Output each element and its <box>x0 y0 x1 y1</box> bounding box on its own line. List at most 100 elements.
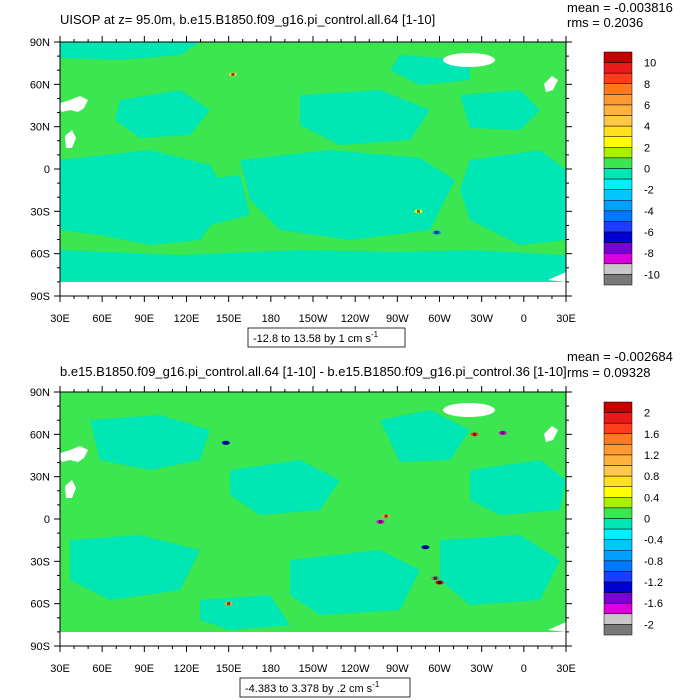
panel-2-rms: rms = 0.09328 <box>567 365 650 380</box>
colorbar-swatch <box>603 497 633 509</box>
colorbar-label: -2 <box>644 185 654 197</box>
anomaly-blotch-core <box>224 441 228 445</box>
colorbar-label: -2 <box>644 619 654 631</box>
colorbar-swatch <box>603 507 633 519</box>
colorbar-swatch <box>603 62 633 74</box>
colorbar-label: -10 <box>644 269 660 281</box>
colorbar-swatch <box>603 539 633 551</box>
colorbar-label: 0.4 <box>644 492 659 504</box>
colorbar-label: 4 <box>644 121 650 133</box>
x-tick-label: 0 <box>521 663 527 675</box>
colorbar-swatch <box>603 83 633 95</box>
colorbar-swatch <box>603 104 633 116</box>
x-tick-label: 0 <box>521 313 527 325</box>
colorbar-label: 8 <box>644 79 650 91</box>
y-tick-label: 0 <box>44 514 50 526</box>
panel-1-blotches <box>228 72 441 235</box>
colorbar-swatch <box>603 231 633 243</box>
colorbar-label: 2 <box>644 142 650 154</box>
colorbar-swatch <box>603 412 633 424</box>
panel-2-mean: mean = -0.002684 <box>567 349 673 364</box>
panel-1-masks <box>57 53 566 282</box>
panel-2-y-axis: 90N 60N 30N 0 30S 60S 90S <box>30 387 572 653</box>
colorbar-swatch <box>603 454 633 466</box>
colorbar-swatch <box>603 486 633 498</box>
panel-1-cyan-regions <box>60 42 566 282</box>
panel-1: UISOP at z= 95.0m, b.e15.B1850.f09_g16.p… <box>30 0 673 348</box>
anomaly-blotch-core <box>501 431 505 435</box>
x-tick-label: 120E <box>174 663 200 675</box>
y-tick-label: 30S <box>30 206 50 218</box>
x-tick-label: 30E <box>556 663 576 675</box>
x-tick-label: 150W <box>299 663 328 675</box>
anomaly-blotch-core <box>416 209 420 213</box>
y-tick-label: 60S <box>30 249 50 261</box>
x-tick-label: 90W <box>386 313 409 325</box>
colorbar-swatch <box>603 401 633 413</box>
colorbar-swatch <box>603 422 633 435</box>
colorbar-swatch <box>603 560 633 572</box>
colorbar-swatch <box>603 263 633 275</box>
colorbar-swatch <box>603 178 633 190</box>
colorbar-swatch <box>603 602 633 615</box>
x-tick-label: 180 <box>262 313 280 325</box>
colorbar-swatch <box>603 72 633 85</box>
x-tick-label: 30E <box>556 313 576 325</box>
panel-1-map <box>57 41 567 297</box>
colorbar-swatch <box>603 210 633 222</box>
colorbar-swatch <box>603 518 633 530</box>
colorbar-label: 6 <box>644 100 650 112</box>
y-tick-label: 30N <box>30 472 50 484</box>
anomaly-blotch-core <box>227 602 231 606</box>
panel-1-mean: mean = -0.003816 <box>567 0 673 15</box>
colorbar-label: 1.6 <box>644 429 659 441</box>
colorbar-label: 0 <box>644 164 650 176</box>
colorbar-swatch <box>603 571 633 583</box>
colorbar-label: 1.2 <box>644 450 659 462</box>
panel-1-title: UISOP at z= 95.0m, b.e15.B1850.f09_g16.p… <box>60 12 435 27</box>
panel-1-rms: rms = 0.2036 <box>567 15 643 30</box>
colorbar-swatch <box>603 444 633 456</box>
colorbar-swatch <box>603 624 633 636</box>
y-tick-label: 90S <box>30 291 50 303</box>
colorbar-label: 2 <box>644 408 650 420</box>
panel-2-map <box>57 391 567 647</box>
anomaly-blotch-core <box>438 581 441 584</box>
colorbar-swatch <box>603 125 633 137</box>
panel-2: b.e15.B1850.f09_g16.pi_control.all.64 [1… <box>30 349 673 698</box>
colorbar-swatch <box>603 94 633 106</box>
svg-text:-4.383 to 3.378 by .2 cm s-1: -4.383 to 3.378 by .2 cm s-1 <box>245 680 380 695</box>
colorbar-swatch <box>603 550 633 562</box>
anomaly-blotch-core <box>423 545 427 549</box>
colorbar-label: 0.8 <box>644 471 659 483</box>
colorbar-swatch <box>603 581 633 593</box>
panel-2-x-axis: 30E 60E 90E 120E 150E 180 150W 120W 90W 60W 30W 0 30… <box>50 386 576 675</box>
colorbar-swatch <box>603 200 633 212</box>
y-tick-label: 0 <box>44 164 50 176</box>
panel-1-y-axis: 90N 60N 30N 0 30S 60S 90S <box>30 37 572 303</box>
colorbar-swatch <box>603 252 633 265</box>
anomaly-blotch-core <box>473 432 477 436</box>
colorbar-swatch <box>603 475 633 487</box>
colorbar-swatch <box>603 147 633 159</box>
colorbar-label: 10 <box>644 58 656 70</box>
panel-1-x-axis: 30E 60E 90E 120E 150E 180 150W 120W 90W 60W 30W 0 30… <box>50 36 576 325</box>
panel-2-range-label: -4.383 to 3.378 by .2 cm s-1 <box>239 677 411 698</box>
x-tick-label: 150E <box>216 313 242 325</box>
y-tick-label: 90N <box>30 37 50 49</box>
colorbar-swatch <box>603 465 633 477</box>
panel-2-colorbar: 2 1.6 1.2 0.8 0.4 0 -0.4 -0.8 -1.2 -1.6 -2 <box>603 401 663 636</box>
colorbar-swatch <box>603 168 633 180</box>
colorbar-swatch <box>603 592 633 604</box>
panel-1-colorbar: 10 8 6 4 2 0 -2 -4 -6 -8 -10 <box>603 51 660 286</box>
colorbar-swatch <box>603 189 633 201</box>
colorbar-label: -0.8 <box>644 556 663 568</box>
colorbar-swatch <box>603 433 633 445</box>
colorbar-label: -1.2 <box>644 577 663 589</box>
colorbar-label: -1.6 <box>644 598 663 610</box>
colorbar-swatch <box>603 242 633 254</box>
x-tick-label: 150W <box>299 313 328 325</box>
colorbar-label: -0.4 <box>644 535 663 547</box>
colorbar-swatch <box>603 157 633 169</box>
